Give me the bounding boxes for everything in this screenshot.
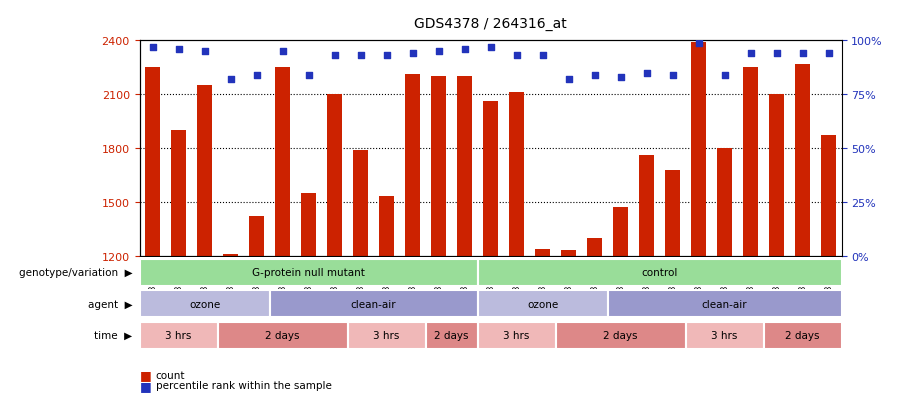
- Bar: [269, 291, 478, 317]
- Point: [171, 47, 185, 53]
- Text: 2 days: 2 days: [434, 330, 469, 340]
- Point: [691, 40, 706, 47]
- Bar: [763, 322, 842, 349]
- Text: clean-air: clean-air: [351, 299, 396, 309]
- Point: [457, 47, 472, 53]
- Bar: [478, 259, 842, 286]
- Bar: [140, 322, 218, 349]
- Text: count: count: [156, 370, 185, 380]
- Bar: [686, 322, 763, 349]
- Point: [145, 45, 159, 51]
- Bar: [171, 131, 185, 256]
- Bar: [140, 291, 269, 317]
- Point: [562, 77, 576, 83]
- Bar: [796, 64, 810, 256]
- Text: 2 days: 2 days: [266, 330, 300, 340]
- Point: [588, 72, 602, 79]
- Bar: [347, 322, 426, 349]
- Point: [379, 53, 393, 59]
- Bar: [608, 291, 842, 317]
- Point: [665, 72, 680, 79]
- Bar: [509, 93, 524, 256]
- Point: [328, 53, 342, 59]
- Point: [613, 74, 627, 81]
- Bar: [223, 254, 238, 256]
- Bar: [770, 95, 784, 256]
- Bar: [302, 193, 316, 256]
- Bar: [140, 259, 478, 286]
- Bar: [275, 68, 290, 256]
- Text: 3 hrs: 3 hrs: [166, 330, 192, 340]
- Point: [431, 49, 446, 55]
- Text: 3 hrs: 3 hrs: [374, 330, 400, 340]
- Bar: [197, 86, 211, 256]
- Bar: [146, 68, 159, 256]
- Point: [249, 72, 264, 79]
- Bar: [478, 322, 555, 349]
- Text: 3 hrs: 3 hrs: [711, 330, 738, 340]
- Bar: [555, 322, 686, 349]
- Point: [223, 77, 238, 83]
- Point: [770, 51, 784, 57]
- Bar: [431, 77, 446, 256]
- Bar: [380, 197, 393, 256]
- Point: [197, 49, 211, 55]
- Bar: [717, 149, 732, 256]
- Bar: [822, 136, 836, 256]
- Point: [509, 53, 524, 59]
- Bar: [354, 150, 368, 256]
- Bar: [536, 249, 550, 256]
- Bar: [457, 77, 472, 256]
- Text: GDS4378 / 264316_at: GDS4378 / 264316_at: [414, 17, 567, 31]
- Text: time  ▶: time ▶: [94, 330, 132, 340]
- Bar: [478, 291, 608, 317]
- Text: 2 days: 2 days: [785, 330, 820, 340]
- Text: ■: ■: [140, 368, 151, 382]
- Text: control: control: [642, 268, 678, 278]
- Point: [483, 45, 498, 51]
- Point: [354, 53, 368, 59]
- Bar: [249, 217, 264, 256]
- Text: percentile rank within the sample: percentile rank within the sample: [156, 380, 331, 390]
- Point: [717, 72, 732, 79]
- Text: ■: ■: [140, 379, 151, 392]
- Point: [536, 53, 550, 59]
- Text: genotype/variation  ▶: genotype/variation ▶: [19, 268, 132, 278]
- Text: ozone: ozone: [526, 299, 558, 309]
- Text: agent  ▶: agent ▶: [88, 299, 132, 309]
- Bar: [691, 43, 706, 256]
- Point: [275, 49, 290, 55]
- Bar: [328, 95, 342, 256]
- Point: [743, 51, 758, 57]
- Bar: [588, 238, 602, 256]
- Point: [639, 70, 653, 77]
- Text: 2 days: 2 days: [603, 330, 638, 340]
- Bar: [405, 75, 419, 256]
- Point: [405, 51, 419, 57]
- Point: [822, 51, 836, 57]
- Point: [302, 72, 316, 79]
- Bar: [483, 102, 498, 256]
- Bar: [562, 251, 576, 256]
- Bar: [665, 170, 680, 256]
- Point: [796, 51, 810, 57]
- Text: clean-air: clean-air: [702, 299, 747, 309]
- Text: G-protein null mutant: G-protein null mutant: [252, 268, 364, 278]
- Bar: [426, 322, 478, 349]
- Bar: [614, 208, 627, 256]
- Text: 3 hrs: 3 hrs: [503, 330, 530, 340]
- Bar: [218, 322, 347, 349]
- Bar: [639, 156, 653, 256]
- Text: ozone: ozone: [189, 299, 220, 309]
- Bar: [743, 68, 758, 256]
